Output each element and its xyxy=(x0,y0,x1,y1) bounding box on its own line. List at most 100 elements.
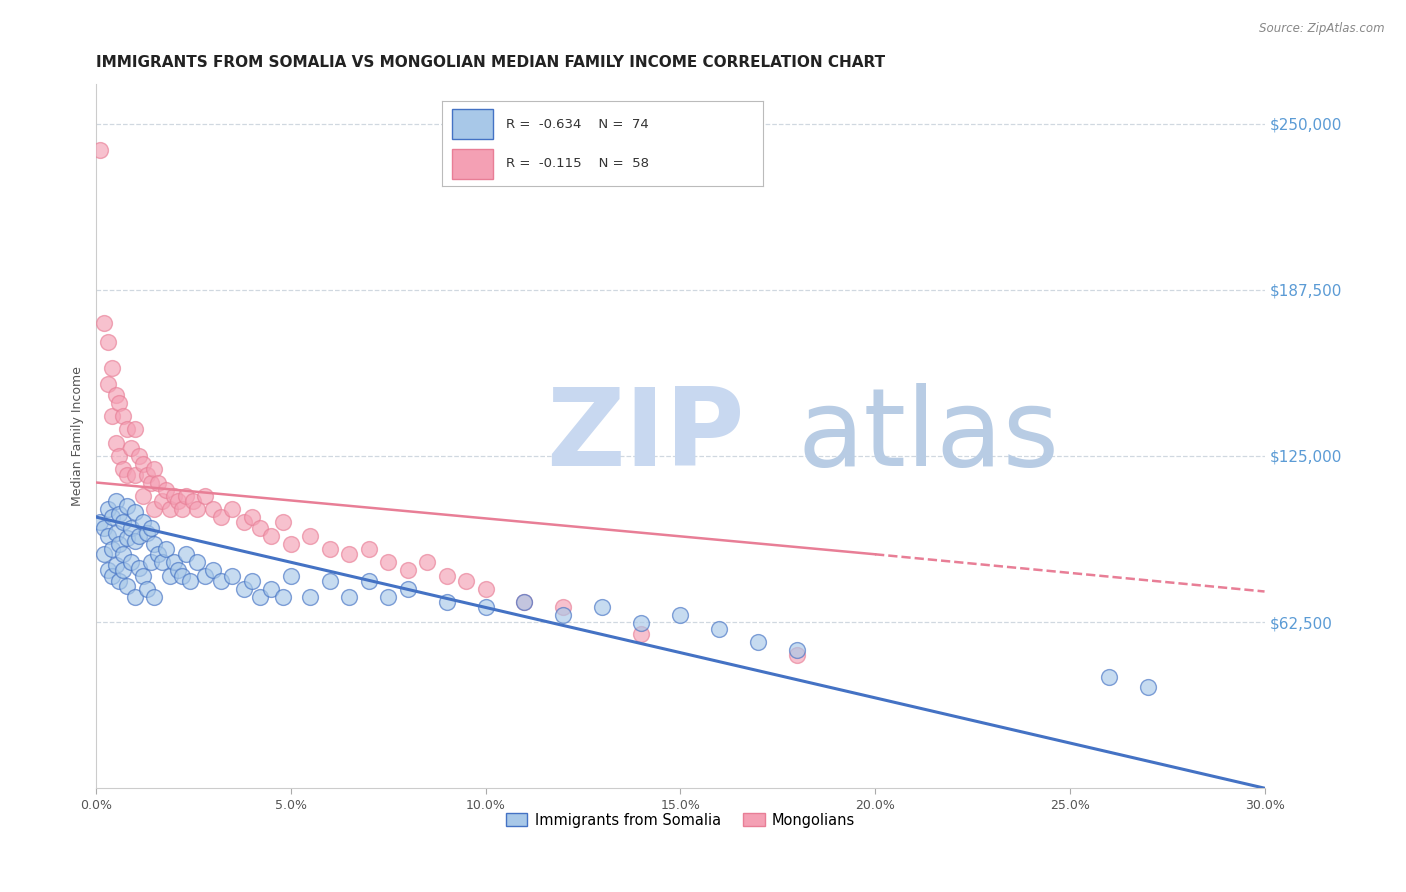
Point xyxy=(186,555,208,569)
Point xyxy=(159,502,181,516)
Point xyxy=(513,595,536,609)
Point xyxy=(112,516,135,530)
Point xyxy=(240,510,263,524)
Point xyxy=(474,582,496,596)
Point xyxy=(357,541,380,556)
Point xyxy=(454,574,477,588)
Point xyxy=(97,377,120,392)
Point xyxy=(124,505,146,519)
Point xyxy=(108,574,131,588)
Legend: Immigrants from Somalia, Mongolians: Immigrants from Somalia, Mongolians xyxy=(499,807,860,834)
Point xyxy=(148,547,170,561)
Point xyxy=(163,555,186,569)
Point xyxy=(170,502,193,516)
Point xyxy=(357,574,380,588)
Point xyxy=(139,555,162,569)
Point xyxy=(143,462,166,476)
Point xyxy=(553,608,575,623)
Point xyxy=(108,449,131,463)
Point xyxy=(143,502,166,516)
Point xyxy=(132,489,155,503)
Point xyxy=(155,483,177,498)
Point xyxy=(436,595,458,609)
Point xyxy=(150,494,173,508)
Point xyxy=(112,409,135,423)
Point xyxy=(115,579,138,593)
Point xyxy=(396,563,419,577)
Point xyxy=(194,489,217,503)
Point xyxy=(630,616,652,631)
Point xyxy=(249,521,271,535)
Point xyxy=(93,316,115,330)
Y-axis label: Median Family Income: Median Family Income xyxy=(72,366,84,506)
Point xyxy=(112,563,135,577)
Point xyxy=(100,361,122,376)
Point xyxy=(112,547,135,561)
Point xyxy=(337,547,360,561)
Point xyxy=(104,558,127,572)
Point xyxy=(179,574,201,588)
Point xyxy=(128,529,150,543)
Point xyxy=(132,568,155,582)
Point xyxy=(280,568,302,582)
Point xyxy=(337,590,360,604)
Point xyxy=(120,521,142,535)
Point xyxy=(786,648,808,663)
Point xyxy=(89,143,111,157)
Point xyxy=(280,536,302,550)
Point xyxy=(135,526,157,541)
Point xyxy=(108,396,131,410)
Point xyxy=(221,568,243,582)
Point xyxy=(100,541,122,556)
Point xyxy=(233,516,256,530)
Point xyxy=(139,521,162,535)
Point xyxy=(170,568,193,582)
Point xyxy=(108,508,131,522)
Point xyxy=(128,449,150,463)
Point xyxy=(124,590,146,604)
Point xyxy=(474,600,496,615)
Point xyxy=(104,388,127,402)
Point xyxy=(1136,680,1159,694)
Point xyxy=(513,595,536,609)
Point xyxy=(100,510,122,524)
Point xyxy=(135,582,157,596)
Point xyxy=(209,574,232,588)
Point xyxy=(233,582,256,596)
Point xyxy=(186,502,208,516)
Point xyxy=(112,462,135,476)
Point xyxy=(201,502,224,516)
Text: Source: ZipAtlas.com: Source: ZipAtlas.com xyxy=(1260,22,1385,36)
Point xyxy=(709,622,731,636)
Point xyxy=(143,536,166,550)
Point xyxy=(159,568,181,582)
Point xyxy=(132,457,155,471)
Point xyxy=(166,494,188,508)
Point xyxy=(93,547,115,561)
Point xyxy=(135,467,157,482)
Point xyxy=(124,422,146,436)
Point xyxy=(299,590,322,604)
Point xyxy=(271,590,294,604)
Text: IMMIGRANTS FROM SOMALIA VS MONGOLIAN MEDIAN FAMILY INCOME CORRELATION CHART: IMMIGRANTS FROM SOMALIA VS MONGOLIAN MED… xyxy=(96,55,886,70)
Point xyxy=(148,475,170,490)
Point xyxy=(553,600,575,615)
Point xyxy=(115,532,138,546)
Point xyxy=(183,494,205,508)
Point xyxy=(166,563,188,577)
Point xyxy=(260,529,283,543)
Point xyxy=(194,568,217,582)
Point xyxy=(163,489,186,503)
Point xyxy=(209,510,232,524)
Point xyxy=(100,409,122,423)
Point xyxy=(97,502,120,516)
Point xyxy=(1098,669,1121,683)
Point xyxy=(139,475,162,490)
Point xyxy=(271,516,294,530)
Point xyxy=(97,529,120,543)
Point xyxy=(174,489,197,503)
Point xyxy=(416,555,439,569)
Point xyxy=(396,582,419,596)
Point xyxy=(436,568,458,582)
Point xyxy=(201,563,224,577)
